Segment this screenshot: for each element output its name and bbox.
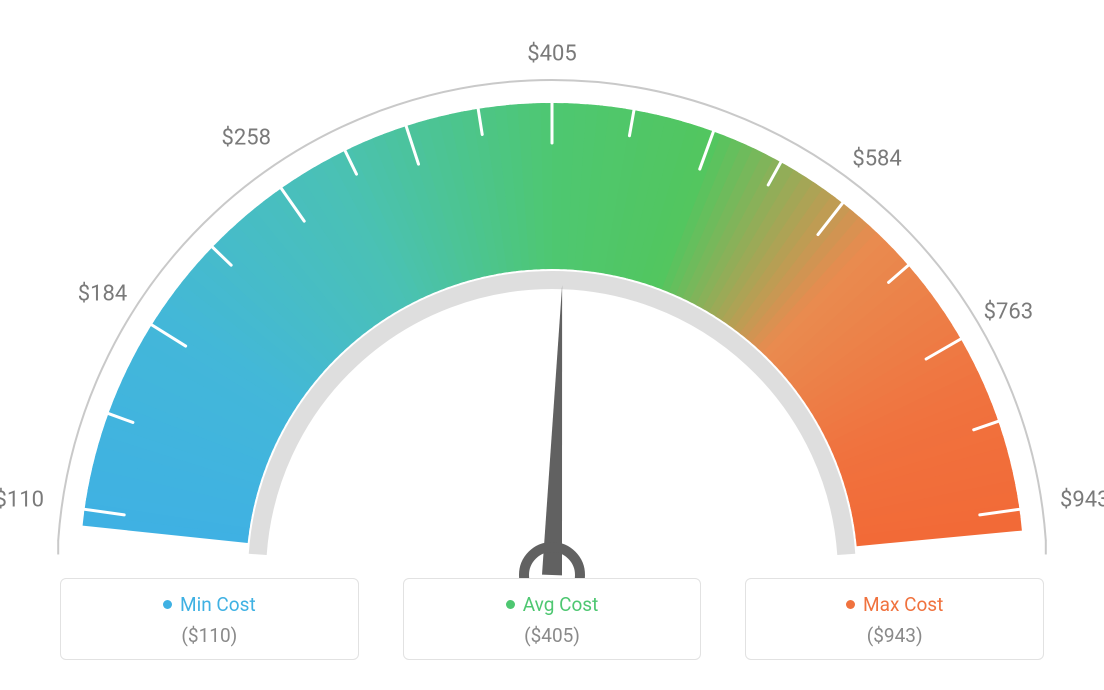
legend-card-min: Min Cost ($110): [60, 578, 359, 660]
scale-label: $405: [527, 42, 576, 67]
legend-value-avg: ($405): [414, 624, 691, 647]
legend-card-avg: Avg Cost ($405): [403, 578, 702, 660]
scale-label: $943: [1060, 488, 1104, 513]
scale-label: $763: [984, 299, 1033, 324]
legend-title-row: Min Cost: [71, 593, 348, 616]
dot-icon: [163, 600, 172, 609]
legend-row: Min Cost ($110) Avg Cost ($405) Max Cost…: [60, 578, 1044, 660]
scale-label: $584: [852, 146, 901, 171]
scale-label: $110: [0, 488, 44, 513]
scale-label: $184: [78, 282, 127, 307]
scale-label: $258: [222, 126, 271, 151]
legend-title-row: Max Cost: [756, 593, 1033, 616]
legend-title-avg: Avg Cost: [523, 593, 599, 616]
gauge-svg: [0, 20, 1104, 620]
dot-icon: [506, 600, 515, 609]
gauge-chart: $110 $184 $258 $405 $584 $763 $943: [0, 0, 1104, 570]
legend-card-max: Max Cost ($943): [745, 578, 1044, 660]
dot-icon: [846, 600, 855, 609]
legend-value-max: ($943): [756, 624, 1033, 647]
legend-title-max: Max Cost: [863, 593, 943, 616]
legend-title-min: Min Cost: [180, 593, 256, 616]
legend-value-min: ($110): [71, 624, 348, 647]
legend-title-row: Avg Cost: [414, 593, 691, 616]
